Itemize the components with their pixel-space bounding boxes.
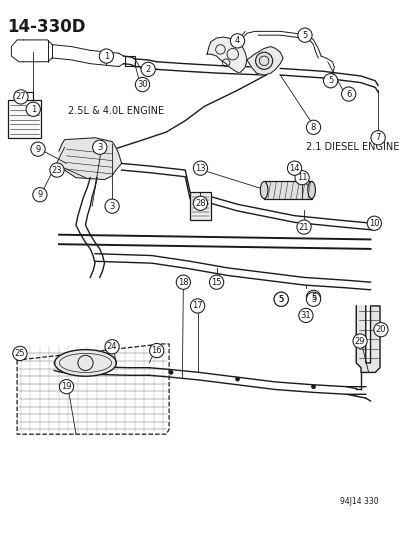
Text: 29: 29: [355, 336, 365, 345]
Text: 11: 11: [297, 173, 308, 182]
Text: 15: 15: [211, 278, 222, 287]
Text: 7: 7: [376, 133, 381, 142]
Bar: [190, 192, 211, 221]
Text: 20: 20: [376, 325, 386, 334]
Text: 21: 21: [299, 223, 309, 231]
Text: 24: 24: [107, 342, 117, 351]
Circle shape: [105, 340, 119, 354]
Circle shape: [150, 343, 164, 358]
Circle shape: [230, 34, 244, 48]
Text: 5: 5: [311, 295, 316, 304]
Circle shape: [105, 199, 119, 213]
Circle shape: [342, 87, 356, 101]
Circle shape: [371, 131, 385, 145]
Circle shape: [297, 220, 311, 234]
Circle shape: [190, 299, 205, 313]
Polygon shape: [247, 46, 283, 75]
Text: 23: 23: [52, 166, 62, 175]
Circle shape: [295, 171, 309, 185]
Ellipse shape: [55, 350, 116, 376]
Circle shape: [193, 161, 208, 175]
Circle shape: [26, 102, 40, 116]
Circle shape: [299, 308, 313, 322]
Circle shape: [311, 384, 316, 389]
Text: 27: 27: [16, 92, 26, 101]
Circle shape: [298, 28, 312, 42]
Circle shape: [353, 334, 367, 348]
Text: 14: 14: [289, 164, 300, 173]
Text: 3: 3: [110, 201, 115, 211]
Circle shape: [33, 188, 47, 202]
Circle shape: [31, 142, 45, 156]
Circle shape: [306, 120, 321, 134]
Circle shape: [274, 292, 288, 306]
Circle shape: [367, 216, 381, 230]
Polygon shape: [356, 306, 380, 373]
Text: 28: 28: [195, 199, 206, 208]
Circle shape: [99, 49, 114, 63]
Text: 25: 25: [15, 349, 25, 358]
Text: 14-330D: 14-330D: [7, 18, 86, 36]
Circle shape: [168, 370, 173, 375]
Text: 6: 6: [346, 90, 352, 99]
Circle shape: [256, 52, 273, 69]
Circle shape: [50, 163, 64, 177]
Polygon shape: [59, 138, 122, 180]
Text: 2.1 DIESEL ENGINE: 2.1 DIESEL ENGINE: [306, 142, 399, 151]
Circle shape: [374, 322, 388, 337]
Text: 31: 31: [300, 311, 311, 320]
Circle shape: [306, 292, 321, 306]
Circle shape: [141, 62, 155, 77]
Ellipse shape: [308, 181, 315, 199]
Circle shape: [13, 346, 27, 360]
Text: 1: 1: [31, 105, 36, 114]
Text: 30: 30: [137, 80, 148, 89]
Text: 18: 18: [178, 278, 189, 287]
Text: 94J14 330: 94J14 330: [340, 497, 379, 506]
Circle shape: [235, 377, 240, 382]
Bar: [125, 56, 135, 66]
Text: 5: 5: [311, 293, 316, 302]
Text: 3: 3: [97, 143, 103, 152]
Text: 19: 19: [61, 382, 72, 391]
Text: 2.5L & 4.0L ENGINE: 2.5L & 4.0L ENGINE: [68, 107, 164, 116]
Bar: [7, 100, 41, 138]
Circle shape: [176, 275, 190, 289]
Circle shape: [324, 74, 338, 88]
Circle shape: [306, 290, 321, 304]
Circle shape: [288, 161, 302, 175]
Circle shape: [14, 90, 28, 104]
Text: 9: 9: [37, 190, 42, 199]
Circle shape: [135, 77, 150, 92]
Text: 4: 4: [235, 36, 240, 45]
Text: 2: 2: [146, 65, 151, 74]
Bar: [264, 181, 312, 199]
Circle shape: [59, 379, 73, 394]
Text: 5: 5: [303, 31, 308, 39]
Text: 8: 8: [311, 123, 316, 132]
Polygon shape: [207, 37, 247, 73]
Text: 1: 1: [104, 52, 109, 61]
Circle shape: [210, 275, 224, 289]
Text: 13: 13: [195, 164, 206, 173]
Circle shape: [274, 292, 288, 306]
Text: 5: 5: [278, 295, 284, 304]
Text: 10: 10: [369, 219, 380, 228]
Text: 5: 5: [278, 295, 284, 304]
Circle shape: [93, 140, 107, 155]
Text: 16: 16: [151, 346, 162, 355]
Text: 5: 5: [328, 76, 333, 85]
Ellipse shape: [260, 181, 268, 199]
Text: 17: 17: [192, 302, 203, 310]
Circle shape: [193, 196, 208, 211]
Text: 9: 9: [35, 144, 41, 154]
